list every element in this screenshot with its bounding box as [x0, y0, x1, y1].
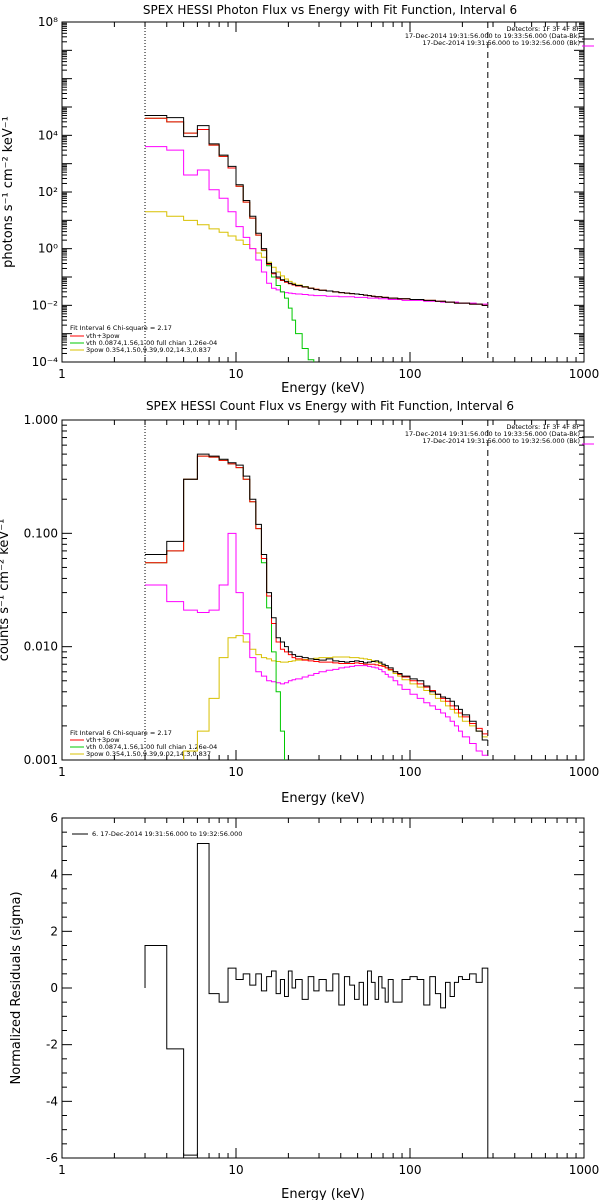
photon-flux-ytick-label: 10⁻⁴ — [32, 355, 59, 369]
photon-flux-xtick-label: 100 — [399, 367, 422, 381]
residuals-xtick-label: 10 — [228, 1163, 243, 1177]
legend-bk-interval: 17-Dec-2014 19:31:56.000 to 19:32:56.000… — [423, 437, 581, 445]
fit-legend-vth: vth 0.0874,1.56,1.00 full chian 1.26e-04 — [86, 339, 217, 347]
photon-flux-panel: SPEX HESSI Photon Flux vs Energy with Fi… — [1, 3, 600, 396]
photon-flux-ylabel: photons s⁻¹ cm⁻² keV⁻¹ — [1, 116, 16, 268]
legend-bk-interval: 17-Dec-2014 19:31:56.000 to 19:32:56.000… — [423, 39, 581, 47]
count-flux-frame — [61, 419, 585, 761]
count-flux-legend-header: Detectors: 1F 3F 4F 8F 17-Dec-2014 19:31… — [405, 423, 580, 445]
count-flux-ylabel: counts s⁻¹ cm⁻² keV⁻¹ — [0, 519, 12, 662]
count-flux-series-total — [145, 455, 488, 735]
count-flux-xtick-label: 1000 — [569, 765, 600, 779]
fit-legend-total: vth+3pow — [86, 736, 120, 744]
residuals-panel: Energy (keV) Normalized Residuals (sigma… — [9, 811, 600, 1202]
legend-detectors: Detectors: 1F 3F 4F 8F — [506, 423, 580, 431]
residuals-ytick-label: -6 — [46, 1151, 58, 1165]
residuals-ytick-label: 0 — [50, 981, 58, 995]
count-flux-series-data — [145, 453, 488, 741]
fit-legend-vth: vth 0.0874,1.56,1.00 full chian 1.26e-04 — [86, 743, 217, 751]
residuals-ytick-label: 6 — [50, 811, 58, 825]
residuals-frame — [61, 817, 585, 1159]
count-flux-fit-legend: Fit Interval 6 Chi-square = 2.17 vth+3po… — [70, 729, 217, 758]
photon-flux-series-vth_3pow — [145, 146, 488, 305]
photon-flux-ytick-label: 10⁻² — [32, 298, 59, 312]
count-flux-panel: SPEX HESSI Count Flux vs Energy with Fit… — [0, 399, 600, 806]
fit-legend-pow: 3pow 0.354,1.50,9.39,9.02,14.3,0.837 — [86, 346, 211, 354]
count-flux-ytick-label: 0.010 — [24, 640, 58, 654]
photon-flux-legend-header: Detectors: 1F 3F 4F 8F 17-Dec-2014 19:31… — [405, 25, 580, 47]
count-flux-xtick-label: 1 — [58, 765, 66, 779]
fit-legend-header: Fit Interval 6 Chi-square = 2.17 — [70, 324, 172, 332]
legend-data-interval: 17-Dec-2014 19:31:56.000 to 19:33:56.000… — [405, 430, 580, 438]
residuals-xtick-label: 1 — [58, 1163, 66, 1177]
photon-flux-ytick-label: 10⁸ — [38, 15, 58, 29]
count-flux-ytick-label: 0.001 — [24, 753, 58, 767]
residuals-xlabel: Energy (keV) — [281, 1187, 365, 1200]
photon-flux-frame — [61, 21, 585, 363]
count-flux-xtick-label: 10 — [228, 765, 243, 779]
photon-flux-ytick-label: 10⁴ — [38, 128, 58, 142]
residuals-xtick-label: 1000 — [569, 1163, 600, 1177]
photon-flux-series-total — [145, 117, 488, 306]
fit-legend-header: Fit Interval 6 Chi-square = 2.17 — [70, 729, 172, 737]
photon-flux-series-pow — [145, 211, 488, 306]
fit-legend-pow: 3pow 0.354,1.50,9.39,9.02,14.3,0.837 — [86, 750, 211, 758]
photon-flux-series-data — [145, 115, 488, 306]
photon-flux-xtick-label: 10 — [228, 367, 243, 381]
photon-flux-fit-legend: Fit Interval 6 Chi-square = 2.17 vth+3po… — [70, 324, 217, 354]
fit-legend-total: vth+3pow — [86, 332, 120, 340]
residuals-series-residuals — [144, 843, 489, 1158]
residuals-legend: 6. 17-Dec-2014 19:31:56.000 to 19:32:56.… — [92, 830, 242, 838]
residuals-ytick-label: 2 — [50, 924, 58, 938]
legend-detectors: Detectors: 1F 3F 4F 8F — [506, 25, 580, 33]
photon-flux-xtick-label: 1 — [58, 367, 66, 381]
residuals-ytick-label: 4 — [50, 868, 58, 882]
photon-flux-ytick-label: 10² — [38, 185, 58, 199]
residuals-ytick-label: -2 — [46, 1038, 58, 1052]
residuals-ylabel: Normalized Residuals (sigma) — [9, 891, 24, 1084]
residuals-ytick-label: -4 — [46, 1094, 58, 1108]
photon-flux-series-vth — [145, 117, 315, 362]
photon-flux-title: SPEX HESSI Photon Flux vs Energy with Fi… — [143, 3, 517, 17]
legend-data-interval: 17-Dec-2014 19:31:56.000 to 19:33:56.000… — [405, 32, 580, 40]
count-flux-xtick-label: 100 — [399, 765, 422, 779]
count-flux-xlabel: Energy (keV) — [281, 791, 365, 806]
photon-flux-xtick-label: 1000 — [569, 367, 600, 381]
photon-flux-xlabel: Energy (keV) — [281, 381, 365, 396]
photon-flux-ytick-label: 10⁰ — [38, 242, 58, 256]
count-flux-title: SPEX HESSI Count Flux vs Energy with Fit… — [146, 399, 514, 413]
count-flux-ytick-label: 1.000 — [24, 413, 58, 427]
count-flux-series-vth_3pow — [145, 532, 488, 756]
count-flux-ytick-label: 0.100 — [24, 526, 58, 540]
residuals-xtick-label: 100 — [399, 1163, 422, 1177]
